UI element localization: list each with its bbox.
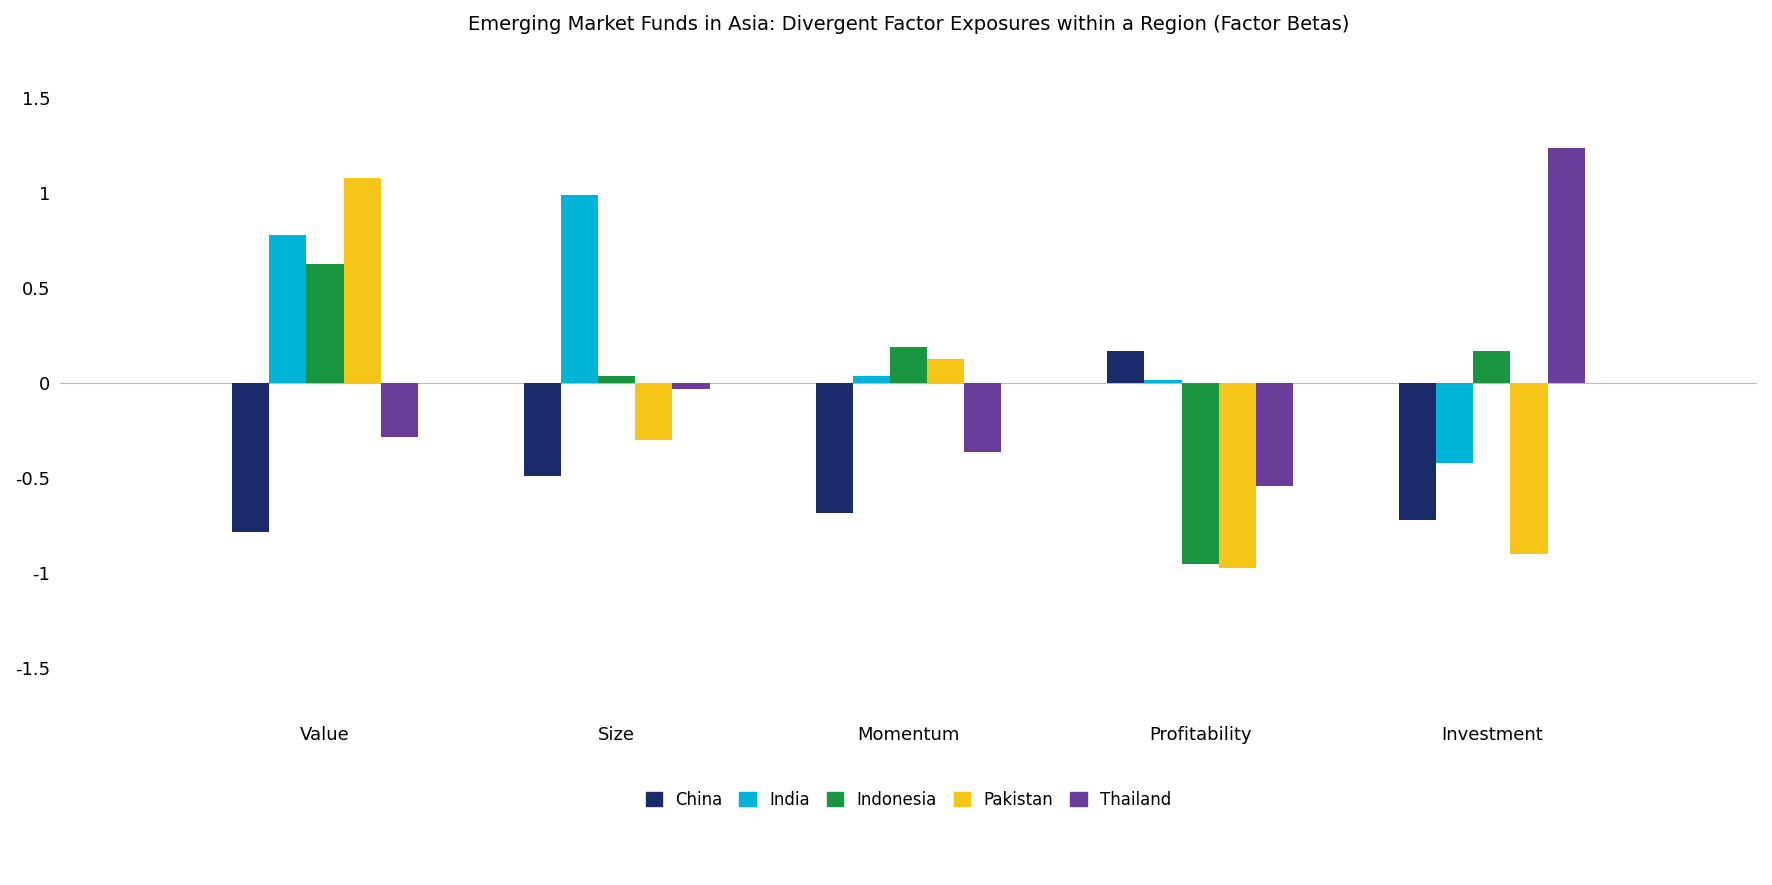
Bar [890, 347, 927, 383]
Bar [1182, 383, 1219, 564]
Bar [1473, 351, 1510, 383]
Bar [927, 358, 964, 383]
Legend: China, India, Indonesia, Pakistan, Thailand: China, India, Indonesia, Pakistan, Thail… [640, 784, 1178, 815]
Bar [1108, 351, 1145, 383]
Bar [1400, 383, 1435, 520]
Bar [1510, 383, 1547, 554]
Bar [307, 264, 344, 383]
Bar [1547, 148, 1584, 383]
Bar [562, 196, 599, 383]
Bar [232, 383, 269, 532]
Bar [1256, 383, 1294, 486]
Bar [672, 383, 709, 389]
Bar [815, 383, 852, 512]
Bar [636, 383, 672, 441]
Bar [852, 376, 890, 383]
Bar [344, 178, 381, 383]
Bar [1219, 383, 1256, 567]
Bar [1435, 383, 1473, 463]
Title: Emerging Market Funds in Asia: Divergent Factor Exposures within a Region (Facto: Emerging Market Funds in Asia: Divergent… [468, 15, 1348, 34]
Bar [269, 235, 307, 383]
Bar [964, 383, 1001, 451]
Bar [381, 383, 418, 436]
Bar [1145, 380, 1182, 383]
Bar [525, 383, 562, 476]
Bar [599, 376, 636, 383]
